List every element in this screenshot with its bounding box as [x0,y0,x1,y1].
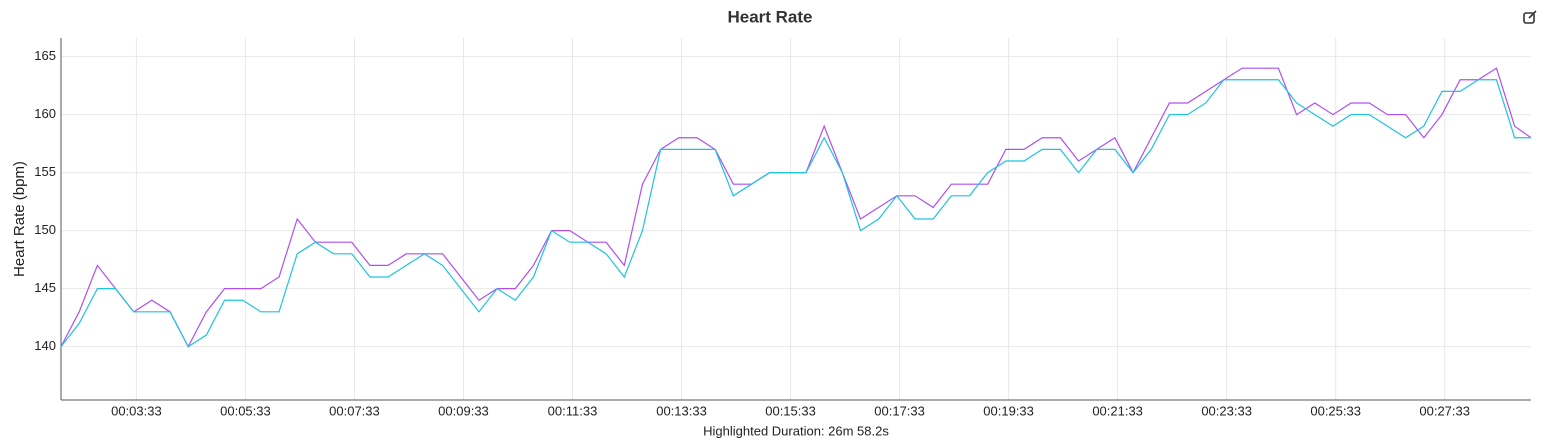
edit-icon[interactable] [1523,10,1537,24]
y-tick-label: 160 [34,106,56,121]
x-tick-label: 00:25:33 [1310,403,1361,418]
y-tick-label: 165 [34,48,56,63]
x-tick-label: 00:17:33 [874,403,925,418]
x-tick-label: 00:23:33 [1201,403,1252,418]
series-line [60,79,1531,348]
x-tick-label: 00:03:33 [111,403,162,418]
y-tick-label: 155 [34,164,56,179]
x-tick-label: 00:11:33 [548,403,598,418]
x-tick-label: 00:07:33 [329,403,380,418]
x-tick-label: 00:19:33 [983,403,1034,418]
x-tick-label: 00:05:33 [220,403,271,418]
x-tick-label: 00:15:33 [765,403,816,418]
y-tick-label: 150 [34,222,56,237]
y-tick-label: 140 [34,338,56,353]
x-tick-label: 00:21:33 [1092,403,1143,418]
y-axis-label: Heart Rate (bpm) [11,161,28,277]
x-tick-label: 00:13:33 [656,403,707,418]
y-tick-label: 145 [34,280,56,295]
x-tick-label: 00:09:33 [438,403,489,418]
x-axis-label: Highlighted Duration: 26m 58.2s [703,423,889,438]
chart-title: Heart Rate [727,7,812,26]
x-tick-label: 00:27:33 [1419,403,1470,418]
